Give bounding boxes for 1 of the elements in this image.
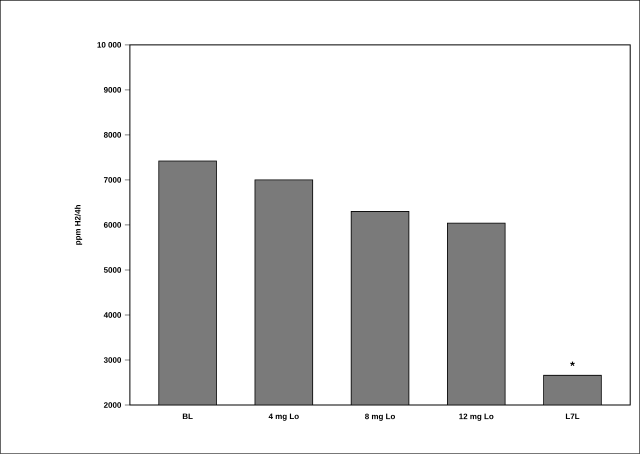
annotation: * xyxy=(570,362,575,366)
